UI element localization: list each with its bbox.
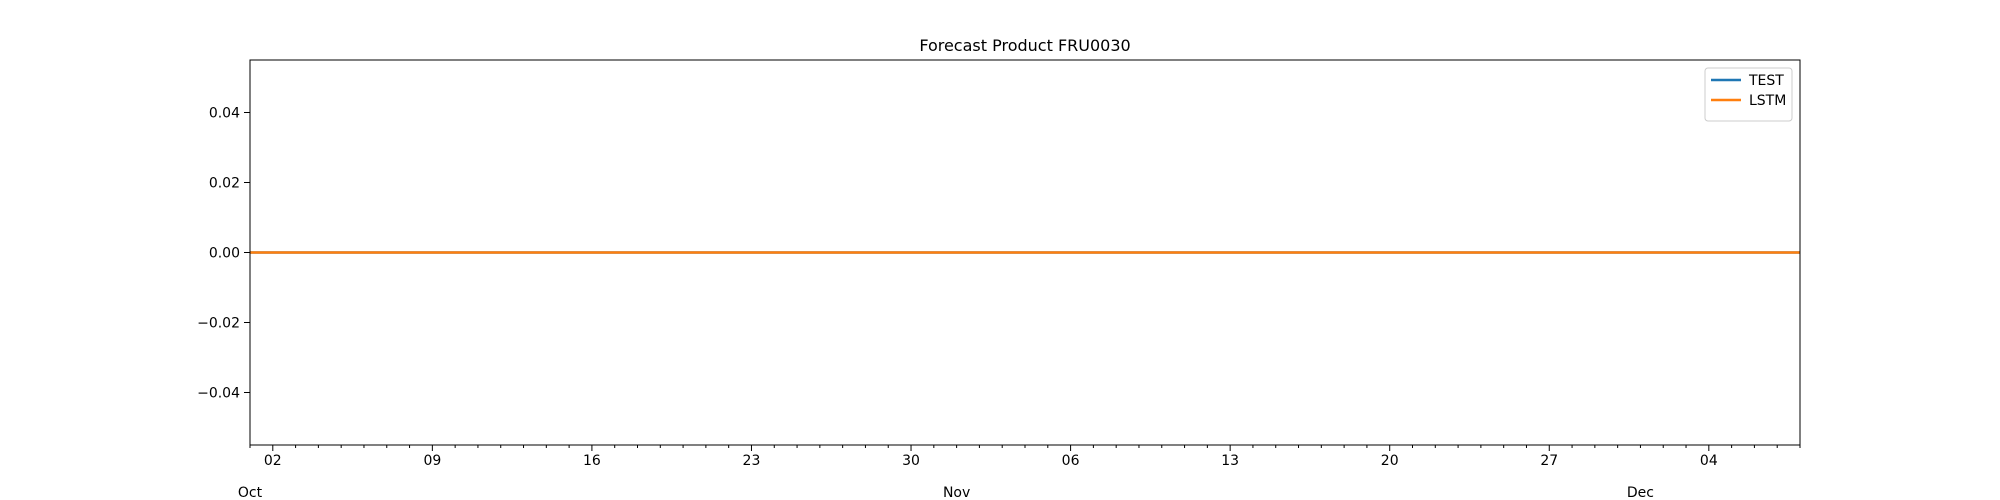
x-tick-label: 04 (1700, 453, 1718, 469)
legend-label-test: TEST (1748, 73, 1784, 89)
y-tick-label: 0.02 (209, 176, 240, 192)
x-tick-label: 30 (902, 453, 920, 469)
legend-label-lstm: LSTM (1749, 93, 1786, 109)
x-tick-label: 20 (1381, 453, 1399, 469)
y-tick-label: −0.02 (197, 316, 240, 332)
x-tick-label: 02 (264, 453, 282, 469)
y-tick-label: 0.00 (209, 246, 240, 262)
x-tick-label: 16 (583, 453, 601, 469)
y-tick-label: −0.04 (197, 386, 240, 402)
legend: TEST LSTM (1704, 67, 1793, 122)
x-tick-label: 23 (743, 453, 761, 469)
chart-title: Forecast Product FRU0030 (919, 36, 1130, 55)
x-axis: 02 09 16 23 30 06 13 20 27 04 Oct Nov Dec (238, 445, 1801, 500)
x-tick-label: 09 (423, 453, 441, 469)
x-month-label: Oct (238, 485, 263, 500)
x-month-label: Dec (1627, 485, 1654, 500)
y-axis: 0.04 0.02 0.00 −0.02 −0.04 (197, 106, 250, 402)
y-tick-label: 0.04 (209, 106, 240, 122)
x-tick-label: 27 (1540, 453, 1558, 469)
x-month-label: Nov (943, 485, 970, 500)
x-tick-label: 13 (1221, 453, 1239, 469)
x-tick-label: 06 (1062, 453, 1080, 469)
